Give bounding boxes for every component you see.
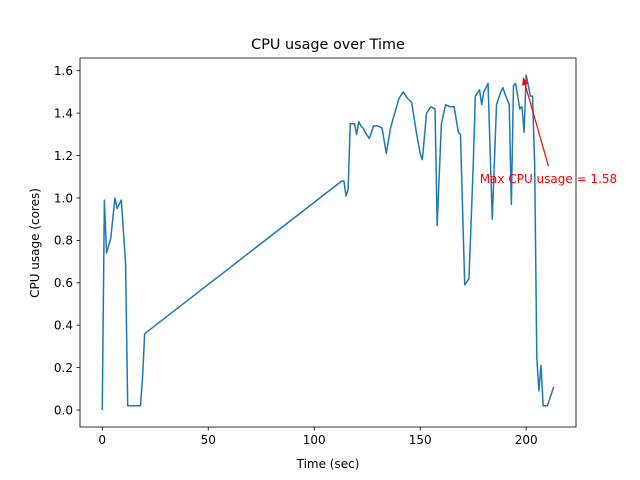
x-axis: 0 50 100 150 200	[98, 427, 538, 447]
y-axis-label: CPU usage (cores)	[28, 188, 42, 298]
annotation-arrow-line	[524, 84, 550, 167]
y-tick-label: 1.4	[54, 106, 73, 120]
y-tick-label: 0.0	[54, 403, 73, 417]
series-line	[101, 74, 555, 411]
x-axis-label: Time (sec)	[296, 457, 360, 471]
annotation-text: Max CPU usage = 1.58	[480, 172, 617, 186]
plot-frame	[79, 57, 577, 428]
series-layer	[101, 74, 555, 411]
x-tick-label: 100	[303, 433, 326, 447]
x-tick-label: 200	[515, 433, 538, 447]
x-tick-label: 150	[409, 433, 432, 447]
y-tick-label: 0.8	[54, 234, 73, 248]
chart-title: CPU usage over Time	[251, 37, 405, 53]
y-tick-label: 1.0	[54, 191, 73, 205]
y-tick-label: 1.2	[54, 149, 73, 163]
annotation-arrow-head	[522, 77, 529, 86]
annotation-layer: Max CPU usage = 1.58	[480, 77, 617, 186]
plot-area	[79, 57, 577, 428]
y-tick-label: 0.2	[54, 361, 73, 375]
y-tick-label: 0.4	[54, 319, 73, 333]
y-tick-label: 0.6	[54, 276, 73, 290]
x-tick-label: 0	[98, 433, 106, 447]
y-axis: 0.0 0.2 0.4 0.6 0.8 1.0 1.2 1.4 1.6	[54, 64, 80, 417]
y-tick-label: 1.6	[54, 64, 73, 78]
x-tick-label: 50	[201, 433, 216, 447]
